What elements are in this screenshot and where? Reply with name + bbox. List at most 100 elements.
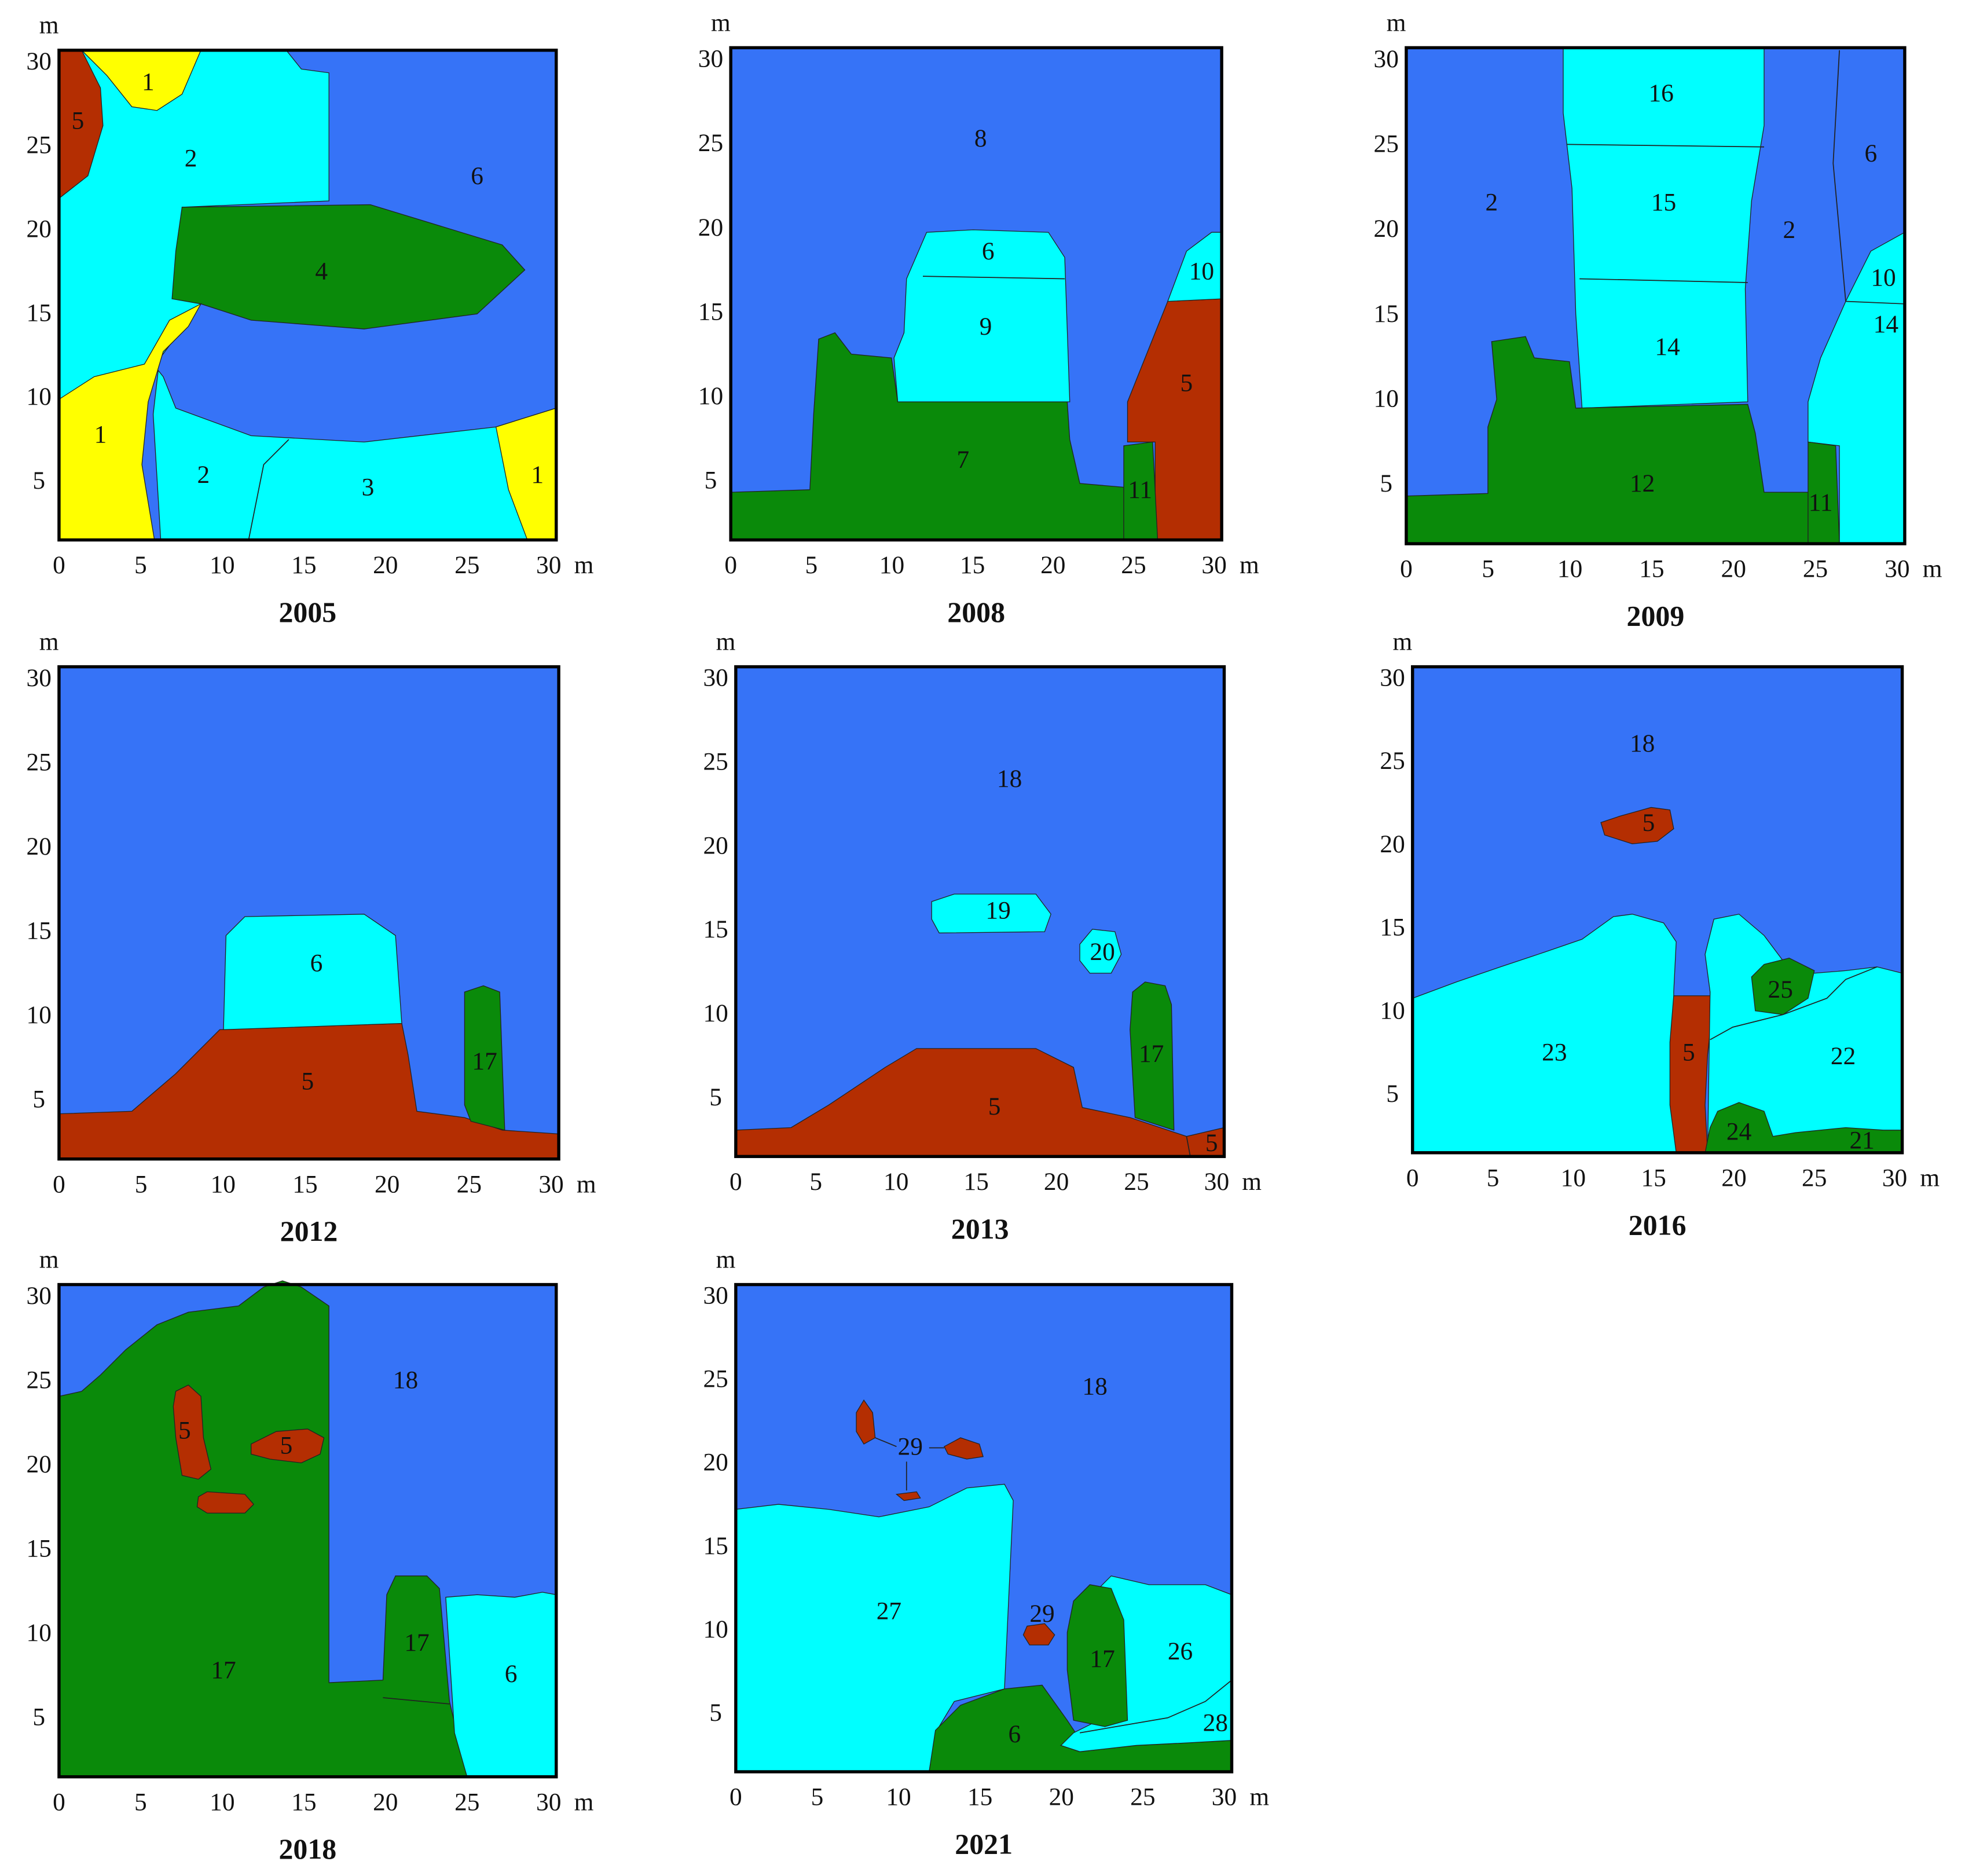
- region-label: 18: [1082, 1373, 1107, 1401]
- region-label: 18: [1630, 730, 1655, 757]
- y-tick-label: 20: [27, 1450, 52, 1478]
- y-tick-label: 30: [27, 664, 52, 692]
- region-label: 29: [1029, 1600, 1054, 1628]
- x-tick-label: 30: [1212, 1783, 1237, 1811]
- y-tick-label: 20: [1374, 215, 1399, 243]
- map-panel: 16 2 15 6 2 10 14 14 12 11 0 5 5 10 10 15 15 20 20 25 25 30 30…: [1374, 9, 1942, 632]
- map-region: [173, 1384, 212, 1480]
- y-tick-label: 20: [698, 214, 723, 241]
- region-label: 5: [1643, 809, 1655, 837]
- region-label: 2: [1783, 216, 1796, 244]
- y-tick-label: 10: [27, 383, 52, 411]
- y-tick-label: 10: [27, 1001, 52, 1029]
- x-tick-label: 15: [967, 1783, 992, 1811]
- x-tick-label: 0: [1406, 1164, 1419, 1192]
- map-frame: [1405, 46, 1907, 545]
- region-label: 1: [142, 68, 155, 96]
- y-tick-label: 30: [703, 664, 728, 692]
- y-axis-unit: m: [39, 628, 59, 655]
- region-label: 14: [1874, 310, 1898, 338]
- region-label: 2: [1486, 188, 1498, 216]
- map-region: [895, 1491, 921, 1501]
- x-tick-label: 15: [291, 1788, 316, 1816]
- region-label: 11: [1128, 476, 1152, 504]
- x-tick-label: 0: [729, 1168, 742, 1196]
- region-label: 8: [974, 124, 987, 152]
- map-region: [1600, 807, 1674, 845]
- y-tick-label: 20: [27, 833, 52, 860]
- map-frame: [734, 665, 1226, 1159]
- x-tick-label: 5: [811, 1783, 824, 1811]
- region-label: 5: [1205, 1129, 1218, 1157]
- x-tick-label: 10: [879, 551, 904, 579]
- x-tick-label: 20: [1721, 555, 1746, 583]
- x-tick-label: 20: [1049, 1783, 1074, 1811]
- y-tick-label: 15: [1374, 300, 1399, 328]
- y-tick-label: 30: [698, 45, 723, 73]
- y-tick-label: 20: [1380, 830, 1405, 858]
- x-tick-label: 30: [536, 551, 561, 579]
- map-region: [1079, 929, 1122, 974]
- map-region: [445, 1592, 557, 1778]
- region-label: 5: [1682, 1039, 1695, 1067]
- region-label: 28: [1203, 1709, 1228, 1737]
- y-tick-label: 30: [1380, 664, 1405, 692]
- x-tick-label: 30: [1204, 1168, 1229, 1196]
- region-label: 27: [877, 1597, 901, 1625]
- y-tick-label: 25: [27, 748, 52, 776]
- y-tick-label: 5: [32, 1086, 45, 1113]
- x-tick-label: 15: [960, 551, 985, 579]
- y-tick-label: 10: [1374, 385, 1399, 413]
- y-tick-label: 25: [1374, 130, 1399, 158]
- region-label: 5: [988, 1093, 1001, 1120]
- x-tick-label: 10: [883, 1168, 908, 1196]
- x-axis-unit: m: [574, 551, 594, 579]
- region-label: 6: [310, 950, 323, 977]
- map-region: [196, 1491, 254, 1514]
- region-label: 6: [471, 162, 483, 190]
- region-label: 6: [505, 1660, 518, 1688]
- x-tick-label: 30: [1882, 1164, 1907, 1192]
- panel-year: 2009: [1627, 600, 1685, 632]
- x-tick-label: 30: [1201, 551, 1226, 579]
- region-label: 5: [1181, 369, 1193, 397]
- x-tick-label: 10: [886, 1783, 911, 1811]
- region-label: 17: [472, 1047, 497, 1075]
- y-tick-label: 30: [27, 1282, 52, 1310]
- y-tick-label: 25: [27, 131, 52, 159]
- region-label: 10: [1871, 264, 1896, 292]
- y-tick-label: 15: [27, 1535, 52, 1563]
- x-tick-label: 5: [1482, 555, 1494, 583]
- region-label: 7: [957, 446, 970, 474]
- x-tick-label: 5: [134, 551, 147, 579]
- region-label: 2: [185, 145, 197, 173]
- region-boundary: [1567, 144, 1765, 148]
- map-frame: [57, 1283, 558, 1779]
- region-label: 15: [1651, 188, 1676, 216]
- x-tick-label: 20: [1721, 1164, 1746, 1192]
- region-label: 4: [315, 258, 328, 285]
- x-tick-label: 30: [536, 1788, 561, 1816]
- region-boundary: [1579, 278, 1748, 283]
- y-tick-label: 5: [705, 466, 717, 494]
- x-axis-unit: m: [1242, 1168, 1262, 1196]
- region-label: 5: [178, 1416, 191, 1444]
- y-tick-label: 25: [698, 129, 723, 157]
- y-axis-unit: m: [39, 12, 59, 39]
- panel-year: 2013: [951, 1213, 1009, 1245]
- y-tick-label: 25: [703, 748, 728, 776]
- y-tick-label: 15: [1380, 914, 1405, 941]
- x-tick-label: 25: [1130, 1783, 1155, 1811]
- x-tick-label: 20: [1040, 551, 1065, 579]
- y-tick-label: 25: [27, 1366, 52, 1394]
- region-label: 1: [94, 421, 107, 449]
- region-label: 25: [1768, 976, 1793, 1003]
- region-label: 26: [1168, 1637, 1193, 1665]
- region-label: 17: [1139, 1040, 1164, 1068]
- y-tick-label: 20: [703, 1449, 728, 1476]
- y-axis-unit: m: [716, 1245, 736, 1273]
- x-axis-unit: m: [1920, 1164, 1940, 1192]
- x-tick-label: 5: [135, 1170, 148, 1198]
- x-tick-label: 15: [291, 551, 316, 579]
